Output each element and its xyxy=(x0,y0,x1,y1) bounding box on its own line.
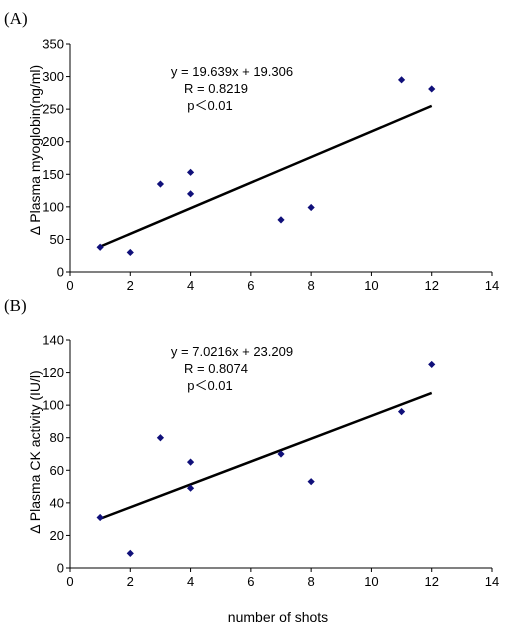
panel-a-y-tick-label: 300 xyxy=(42,69,64,84)
panel-a-data-point xyxy=(428,85,436,93)
panel-a-trendline-group xyxy=(99,104,433,248)
panel-b-x-tick-label: 0 xyxy=(66,574,73,589)
panel-a-label: (A) xyxy=(4,9,28,28)
panel-b-label: (B) xyxy=(4,296,27,315)
panel-a-y-tick-label: 250 xyxy=(42,102,64,117)
panel-b-y-tick-label: 120 xyxy=(42,365,64,380)
panel-b-data-point xyxy=(397,408,406,416)
panel-b-x-tick-label: 12 xyxy=(424,574,438,589)
panel-a-data-point xyxy=(397,76,406,84)
panel-a-data-point xyxy=(186,190,195,198)
panel-b-r-value: R = 0.8074 xyxy=(184,361,248,376)
panel-b-x-tick-label: 14 xyxy=(485,574,499,589)
panel-a-data-point xyxy=(96,243,104,251)
panel-a-equation: y = 19.639x + 19.306 xyxy=(171,64,293,79)
panel-b-x-tick-label: 6 xyxy=(247,574,254,589)
panel-a-y-tick-label: 50 xyxy=(50,232,64,247)
panel-b-y-tick-label: 80 xyxy=(50,430,64,445)
panel-a-y-tick-label: 350 xyxy=(42,37,64,52)
panel-b-y-tick-label: 100 xyxy=(42,398,64,413)
panel-a-x-tick-label: 14 xyxy=(485,278,499,293)
panel-b-axes xyxy=(69,340,492,569)
panel-b-p-value: p＜0.01 xyxy=(187,378,233,393)
panel-b-data-point xyxy=(126,549,134,557)
panel-b-x-tick-label: 4 xyxy=(187,574,194,589)
panel-b-points xyxy=(96,360,436,557)
panel-a-r-value: R = 0.8219 xyxy=(184,81,248,96)
panel-b-data-point xyxy=(307,478,315,486)
panel-b-x-tick-label: 8 xyxy=(308,574,315,589)
panel-b: (B) Δ Plasma CK activity (IU/l) 0 2 4 6 8 10 1… xyxy=(4,296,499,625)
panel-a-data-point xyxy=(277,216,285,224)
panel-a-data-point xyxy=(307,203,315,212)
panel-a-y-tick-label: 150 xyxy=(42,167,64,182)
panel-b-trendline xyxy=(99,391,433,520)
panel-b-data-point xyxy=(156,434,165,442)
panel-b-data-point xyxy=(186,458,195,466)
panel-b-x-ticks: 0 2 4 6 8 10 12 14 xyxy=(66,568,499,589)
panel-b-x-tick-label: 10 xyxy=(364,574,378,589)
panel-a-y-tick-label: 0 xyxy=(57,265,64,280)
panel-b-trendline-group xyxy=(99,391,433,520)
panel-b-y-tick-label: 140 xyxy=(42,333,64,348)
panel-a-x-tick-label: 8 xyxy=(308,278,315,293)
panel-a-x-tick-label: 2 xyxy=(127,278,134,293)
panel-b-y-tick-label: 60 xyxy=(50,463,64,478)
panel-a-y-axis-label: Δ Plasma myoglobin(ng/ml) xyxy=(27,65,43,235)
panel-a-y-ticks: 0 50 100 150 200 250 300 350 xyxy=(42,37,70,280)
panel-a-axes xyxy=(69,44,492,273)
panel-a-data-point xyxy=(156,180,165,188)
panel-b-y-axis-label: Δ Plasma CK activity (IU/l) xyxy=(27,370,43,533)
panel-b-data-point xyxy=(277,450,285,458)
panel-b-y-tick-label: 40 xyxy=(50,495,64,510)
panel-a-points xyxy=(96,76,436,257)
panel-a-data-point xyxy=(126,248,134,257)
panel-b-data-point xyxy=(96,513,104,522)
panel-a-x-tick-label: 10 xyxy=(364,278,378,293)
x-axis-label: number of shots xyxy=(228,609,328,625)
panel-a-trendline xyxy=(99,104,433,248)
panel-a-data-point xyxy=(186,168,195,176)
panel-a-y-tick-label: 100 xyxy=(42,199,64,214)
panel-b-data-point xyxy=(186,484,195,492)
panel-b-y-tick-label: 20 xyxy=(50,528,64,543)
panel-b-data-point xyxy=(428,360,436,369)
panel-b-y-tick-label: 0 xyxy=(57,561,64,576)
panel-a-x-tick-label: 12 xyxy=(424,278,438,293)
panel-a-x-tick-label: 4 xyxy=(187,278,194,293)
panel-a-x-ticks: 0 2 4 6 8 10 12 14 xyxy=(66,272,499,293)
panel-b-x-tick-label: 2 xyxy=(127,574,134,589)
panel-a-y-tick-label: 200 xyxy=(42,134,64,149)
panel-b-equation: y = 7.0216x + 23.209 xyxy=(171,344,293,359)
panel-a-p-value: p＜0.01 xyxy=(187,98,233,113)
panel-a-x-tick-label: 0 xyxy=(66,278,73,293)
panel-b-y-ticks: 0 20 40 60 80 100 120 140 xyxy=(42,333,70,576)
panel-a: (A) Δ Plasma myoglobin(ng/ml) 0 2 4 6 8 10 12 1… xyxy=(4,9,499,293)
panel-a-x-tick-label: 6 xyxy=(247,278,254,293)
